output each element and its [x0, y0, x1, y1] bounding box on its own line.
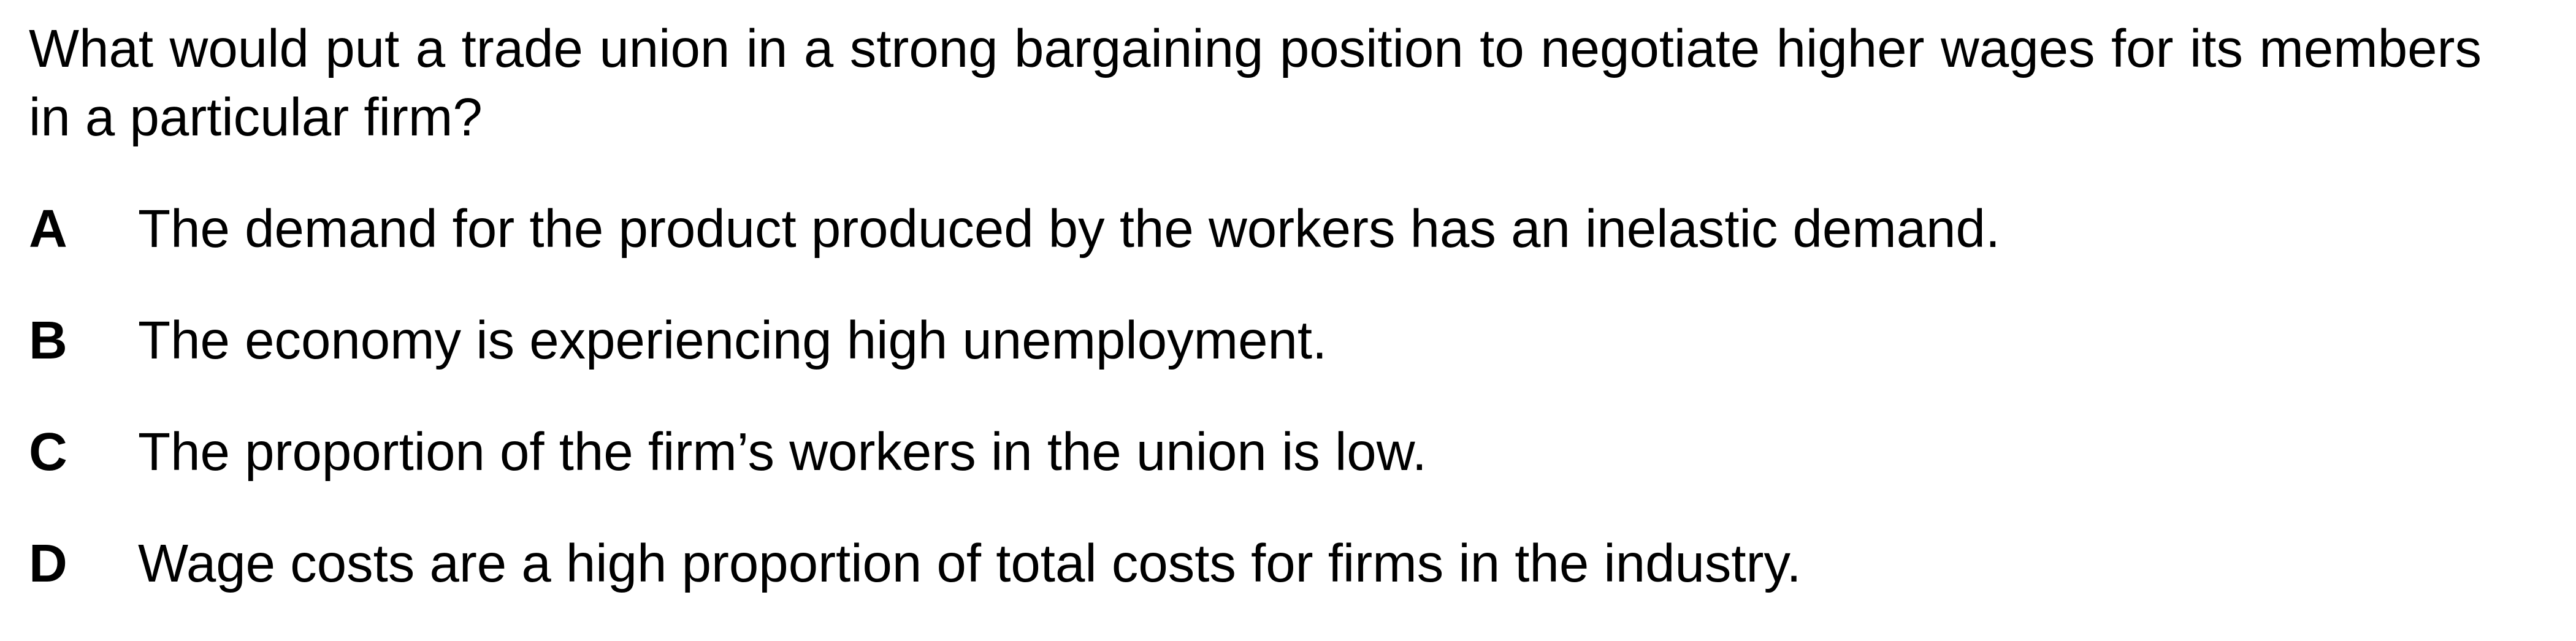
option-letter: B	[29, 311, 67, 370]
option-c[interactable]: C The proportion of the firm’s workers i…	[29, 418, 2543, 529]
question-text: What would put a trade union in a strong…	[29, 19, 2482, 147]
option-text: The proportion of the firm’s workers in …	[138, 422, 1427, 482]
option-text: The demand for the product produced by t…	[138, 199, 2001, 259]
question-page: What would put a trade union in a strong…	[29, 19, 2482, 593]
option-letter: C	[29, 422, 67, 482]
option-text: The economy is experiencing high unemplo…	[138, 311, 1328, 370]
option-d[interactable]: D Wage costs are a high proportion of to…	[29, 529, 2543, 641]
option-letter: D	[29, 534, 67, 593]
option-text: Wage costs are a high proportion of tota…	[138, 534, 1802, 593]
option-b[interactable]: B The economy is experiencing high unemp…	[29, 306, 2543, 418]
answer-options: A The demand for the product produced by…	[29, 195, 2543, 641]
option-a[interactable]: A The demand for the product produced by…	[29, 195, 2543, 306]
option-letter: A	[29, 199, 67, 259]
